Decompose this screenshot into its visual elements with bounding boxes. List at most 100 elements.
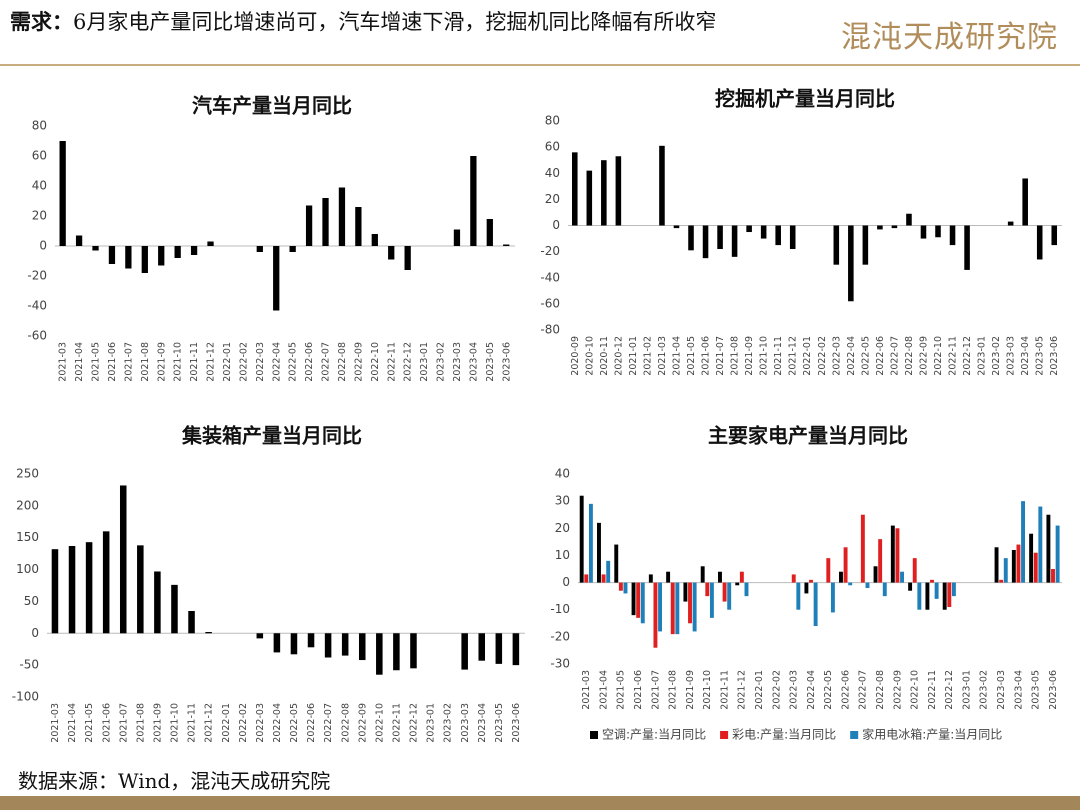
x-tick-label: 2021-05 xyxy=(686,336,697,376)
bar xyxy=(717,225,723,250)
bar xyxy=(653,582,658,648)
bar xyxy=(826,558,831,583)
x-tick-label: 2023-04 xyxy=(477,703,488,743)
x-tick-label: 2022-06 xyxy=(840,670,851,710)
bar xyxy=(906,213,912,226)
bar xyxy=(470,156,477,246)
y-tick-label: -100 xyxy=(12,690,39,704)
header-label: 需求： xyxy=(10,9,73,34)
y-tick-label: 0 xyxy=(552,218,560,232)
bar xyxy=(636,582,641,618)
x-tick-label: 2021-06 xyxy=(101,703,112,743)
bar xyxy=(908,582,913,591)
x-tick-label: 2022-11 xyxy=(948,336,959,376)
bar xyxy=(1033,552,1038,583)
bar xyxy=(1016,544,1021,583)
x-tick-label: 2021-09 xyxy=(744,336,755,376)
x-tick-label: 2022-03 xyxy=(789,670,800,710)
bar xyxy=(486,219,493,246)
bar xyxy=(125,246,132,269)
bar xyxy=(273,633,281,653)
bar xyxy=(1036,225,1043,260)
bar xyxy=(775,225,781,246)
x-tick-label: 2023-04 xyxy=(468,342,479,382)
y-tick-label: -50 xyxy=(19,658,39,672)
y-tick-label: 50 xyxy=(24,594,39,608)
chart-title: 集装箱产量当月同比 xyxy=(181,424,362,448)
y-tick-label: 0 xyxy=(31,626,39,640)
bar xyxy=(718,571,722,583)
x-tick-label: 2021-05 xyxy=(91,342,102,382)
bar xyxy=(848,225,854,302)
x-tick-label: 2022-09 xyxy=(892,670,903,710)
x-tick-label: 2023-04 xyxy=(1020,336,1031,376)
header-title: 6月家电产量同比增速尚可，汽车增速下滑，挖掘机同比降幅有所收窄 xyxy=(73,10,717,34)
y-tick-label: 80 xyxy=(32,119,47,133)
bar xyxy=(188,610,195,634)
bar xyxy=(59,141,66,246)
x-tick-label: 2021-10 xyxy=(759,336,770,376)
bar xyxy=(586,170,593,226)
bar xyxy=(873,566,878,583)
x-tick-label: 2021-02 xyxy=(642,336,653,376)
x-tick-label: 2023-06 xyxy=(501,342,512,382)
x-tick-label: 2022-06 xyxy=(304,342,315,382)
bar xyxy=(307,633,315,648)
bar xyxy=(393,633,400,671)
bar xyxy=(478,633,486,661)
x-tick-label: 2023-01 xyxy=(977,336,988,376)
bar xyxy=(305,205,313,246)
bar xyxy=(739,571,744,583)
bar xyxy=(744,582,749,597)
bar xyxy=(618,582,623,591)
bar xyxy=(388,246,395,260)
bar xyxy=(994,547,999,583)
legend-swatch xyxy=(720,731,729,739)
x-tick-label: 2021-07 xyxy=(650,670,661,710)
bar xyxy=(848,582,853,586)
y-tick-label: -60 xyxy=(540,296,560,310)
bar xyxy=(512,633,520,666)
x-tick-label: 2022-08 xyxy=(340,703,351,743)
x-tick-label: 2022-10 xyxy=(910,670,921,710)
bar xyxy=(760,225,767,239)
x-tick-label: 2022-11 xyxy=(927,670,938,710)
legend-swatch xyxy=(850,731,859,739)
bar xyxy=(141,246,148,273)
x-tick-label: 2021-04 xyxy=(74,342,85,382)
bar xyxy=(1011,550,1016,583)
x-tick-label: 2022-01 xyxy=(222,342,233,382)
bar xyxy=(877,225,883,230)
x-tick-label: 2022-04 xyxy=(271,342,282,382)
x-tick-label: 2022-05 xyxy=(860,336,871,376)
x-tick-label: 2021-10 xyxy=(170,703,181,743)
bar xyxy=(920,225,927,239)
bar xyxy=(804,582,809,594)
x-tick-label: 2022-03 xyxy=(255,342,266,382)
x-tick-label: 2022-04 xyxy=(846,336,857,376)
bar xyxy=(174,246,181,258)
x-tick-label: 2021-06 xyxy=(633,670,644,710)
x-tick-label: 2020-11 xyxy=(599,336,610,376)
bar xyxy=(606,560,611,583)
x-tick-label: 2021-08 xyxy=(730,336,741,376)
bar xyxy=(601,574,606,583)
legend-swatch xyxy=(590,731,598,739)
bar xyxy=(256,246,263,252)
x-tick-label: 2023-05 xyxy=(1031,670,1042,710)
bar xyxy=(964,225,970,270)
x-tick-label: 2021-09 xyxy=(152,703,163,743)
bar xyxy=(731,225,738,257)
x-tick-label: 2022-11 xyxy=(391,703,402,743)
bar xyxy=(614,544,619,583)
x-tick-label: 2022-10 xyxy=(370,342,381,382)
bar xyxy=(878,539,883,583)
bar xyxy=(862,225,869,265)
x-tick-label: 2021-03 xyxy=(657,336,668,376)
x-tick-label: 2021-11 xyxy=(719,670,730,710)
y-tick-label: 0 xyxy=(39,239,47,253)
x-tick-label: 2022-07 xyxy=(323,703,334,743)
x-tick-label: 2022-06 xyxy=(306,703,317,743)
y-tick-label: -40 xyxy=(540,270,560,284)
